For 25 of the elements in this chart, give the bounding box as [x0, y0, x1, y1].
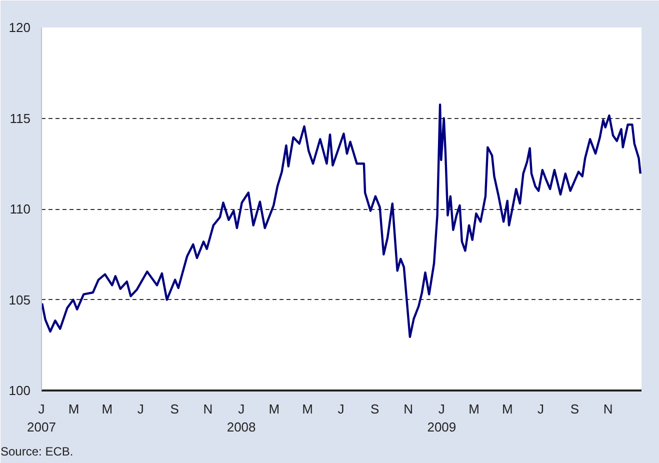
x-tick-label: S	[170, 402, 180, 416]
x-tick-label: J 2009	[427, 402, 456, 434]
x-tick-label: J	[137, 402, 144, 416]
x-tick-label: S	[570, 402, 580, 416]
y-tick-label: 105	[8, 292, 31, 308]
x-tick-label: J	[538, 402, 544, 416]
source-note: Source: ECB.	[0, 444, 74, 458]
x-tick-label: J 2007	[27, 402, 56, 434]
x-tick-label: S	[370, 402, 380, 416]
x-tick-label: M	[502, 402, 513, 416]
x-tick-label: N	[203, 402, 213, 416]
x-tick-label: J 2008	[226, 402, 256, 434]
x-tick-label: M	[102, 402, 113, 416]
x-tick-label: N	[404, 402, 413, 416]
line-series	[42, 104, 642, 338]
y-tick-label: 120	[8, 20, 31, 35]
x-tick-label: J	[338, 402, 344, 416]
y-tick-label: 115	[10, 110, 31, 126]
x-tick-label: N	[603, 402, 613, 416]
y-tick-label: 100	[8, 383, 31, 398]
x-tick-label: M	[302, 402, 313, 416]
x-tick-label: M	[268, 402, 280, 416]
y-tick-label: 110	[10, 202, 31, 216]
x-tick-label: M	[468, 402, 480, 416]
x-tick-label: M	[68, 402, 80, 416]
